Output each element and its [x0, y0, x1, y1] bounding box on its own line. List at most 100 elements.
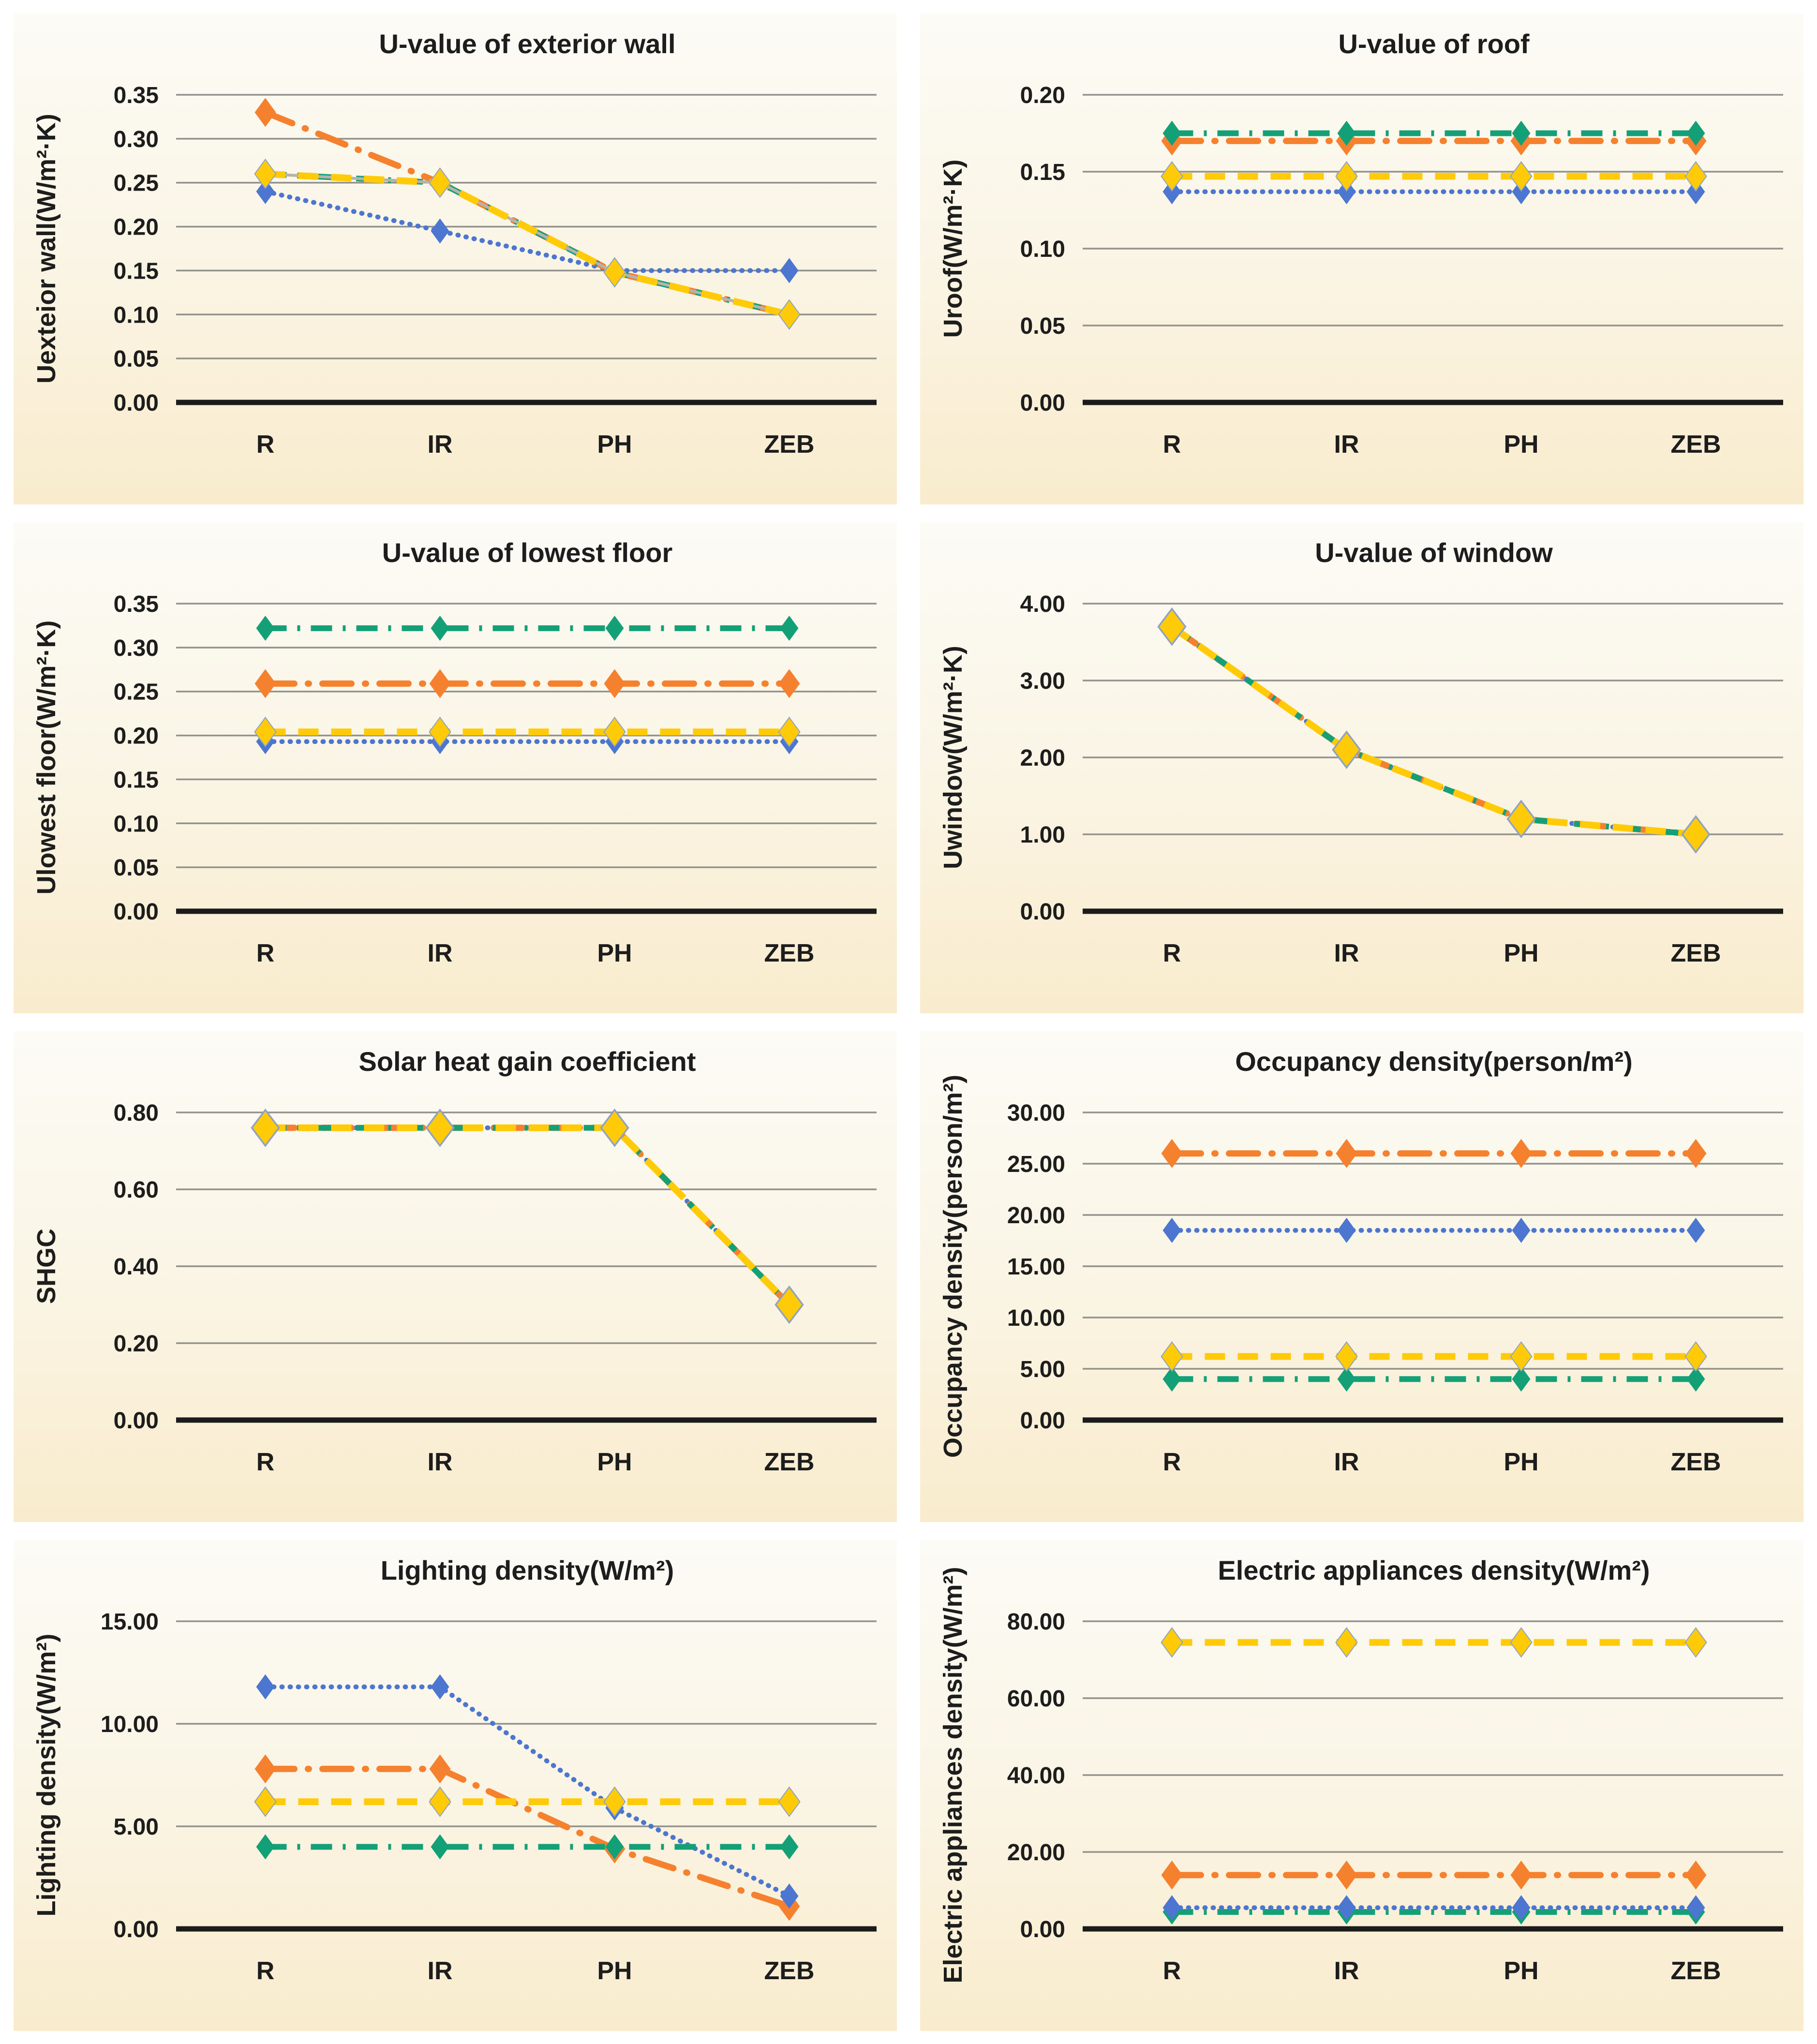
series-marker-yellow [600, 1108, 629, 1147]
chart-panel-occupancy-density: 0.00 5.00 10.00 15.00 20.00 25.00 30.00 Occupan… [920, 1031, 1803, 1522]
series-marker-blue [1686, 1895, 1705, 1921]
chart-canvas: 0.00 5.00 10.00 15.00 Lighting density(W/m²)… [32, 1555, 877, 1985]
series-marker-blue [1337, 179, 1356, 205]
y-tick-label: 40.00 [1007, 1763, 1065, 1789]
series-marker-green [1337, 1366, 1356, 1392]
series-marker-green [1512, 120, 1531, 146]
series-marker-yellow [603, 716, 626, 747]
series-marker-orange [778, 669, 800, 698]
x-category-label: IR [428, 939, 453, 967]
chart-panel-uvalue-window: 0.00 1.00 2.00 3.00 4.00 U-value of window Uwi… [920, 522, 1803, 1013]
series-marker-yellow [1335, 1627, 1358, 1658]
x-category-label: ZEB [1671, 1957, 1721, 1985]
y-tick-label: 0.15 [1020, 160, 1065, 185]
y-tick-label: 15.00 [1007, 1254, 1065, 1280]
y-axis-title: Lighting density(W/m²) [32, 1634, 61, 1917]
x-category-label: IR [1334, 939, 1359, 967]
chart-title: U-value of lowest floor [382, 537, 673, 568]
series-marker-orange [1161, 1139, 1183, 1168]
y-tick-label: 20.00 [1007, 1840, 1065, 1866]
series-line-yellow [265, 1124, 792, 1307]
series-line-orange [1169, 623, 1699, 838]
series-marker-yellow [1335, 161, 1358, 192]
x-category-label: R [256, 939, 275, 967]
series-marker-orange [1510, 1139, 1532, 1168]
y-axis-title: SHGC [32, 1229, 61, 1304]
series-marker-green [1512, 1366, 1531, 1392]
series-marker-green [780, 1834, 799, 1860]
y-tick-label: 0.60 [114, 1177, 159, 1203]
series-marker-yellow [1684, 1341, 1707, 1372]
series-marker-green [1686, 1366, 1705, 1392]
x-category-label: R [1163, 1957, 1181, 1985]
x-category-label: R [256, 1448, 275, 1476]
series-marker-green [256, 1834, 275, 1860]
series-marker-yellow [1684, 161, 1707, 192]
series-marker-yellow [778, 1786, 801, 1817]
y-tick-label: 0.10 [114, 811, 159, 837]
x-category-label: ZEB [764, 430, 815, 459]
y-axis-title: Uroof(W/m²·K) [938, 160, 968, 338]
chart-title: U-value of roof [1338, 29, 1529, 59]
series-marker-yellow [774, 1285, 804, 1324]
series-marker-yellow [429, 167, 451, 198]
x-category-label: PH [597, 1957, 632, 1985]
x-category-label: PH [1504, 1448, 1538, 1476]
y-tick-label: 0.10 [1020, 237, 1065, 262]
x-category-label: R [1163, 939, 1181, 967]
chart-canvas: 0.00 20.00 40.00 60.00 80.00 Electric applian… [938, 1555, 1783, 1985]
x-category-label: ZEB [764, 1448, 815, 1476]
series-marker-orange [254, 669, 276, 698]
series-marker-green [1686, 120, 1705, 146]
series-marker-yellow [1506, 800, 1536, 839]
x-category-label: ZEB [1671, 939, 1721, 967]
x-category-label: ZEB [764, 939, 815, 967]
series-marker-yellow [1335, 1341, 1358, 1372]
y-axis-title: Uwindow(W/m²·K) [938, 646, 968, 869]
series-marker-yellow [603, 1786, 626, 1817]
series-marker-yellow [254, 1786, 277, 1817]
y-tick-label: 0.30 [114, 636, 159, 661]
y-tick-label: 60.00 [1007, 1686, 1065, 1712]
x-category-label: IR [1334, 1448, 1359, 1476]
series-marker-green [256, 615, 275, 641]
series-marker-yellow [425, 1108, 455, 1147]
series-marker-blue [1512, 1217, 1531, 1243]
series-marker-yellow [1161, 1627, 1183, 1658]
y-tick-label: 0.00 [114, 1408, 159, 1434]
series-marker-blue [1512, 1895, 1531, 1921]
series-marker-orange [429, 1754, 451, 1784]
y-tick-label: 1.00 [1020, 822, 1065, 848]
series-marker-green [780, 615, 799, 641]
x-category-label: PH [1504, 1957, 1538, 1985]
y-tick-label: 0.35 [114, 592, 159, 617]
y-tick-label: 0.20 [114, 1331, 159, 1357]
series-marker-yellow [429, 1786, 451, 1817]
y-tick-label: 0.00 [1020, 899, 1065, 925]
y-tick-label: 20.00 [1007, 1203, 1065, 1229]
y-tick-label: 5.00 [1020, 1357, 1065, 1382]
y-tick-label: 0.40 [114, 1254, 159, 1280]
y-tick-label: 0.00 [1020, 390, 1065, 416]
y-tick-label: 10.00 [101, 1712, 159, 1737]
series-marker-orange [254, 1754, 276, 1784]
x-category-label: R [1163, 1448, 1181, 1476]
series-marker-blue [1686, 179, 1705, 205]
chart-canvas: 0.00 5.00 10.00 15.00 20.00 25.00 30.00 Occupan… [938, 1046, 1783, 1476]
x-category-label: PH [1504, 939, 1538, 967]
y-tick-label: 0.05 [114, 346, 159, 372]
x-category-label: IR [1334, 1957, 1359, 1985]
series-marker-yellow [603, 257, 626, 288]
series-marker-orange [1685, 1139, 1707, 1168]
series-marker-orange [254, 98, 276, 127]
series-marker-blue [1337, 1895, 1356, 1921]
series-marker-blue [780, 258, 799, 283]
chart-canvas: 0.00 0.05 0.10 0.15 0.20 0.25 0.30 0.35 U-value … [32, 29, 877, 459]
y-tick-label: 0.20 [1020, 83, 1065, 108]
series-marker-orange [1336, 1139, 1357, 1168]
series-line-yellow [1170, 623, 1697, 838]
x-category-label: R [1163, 430, 1181, 459]
series-marker-blue [1337, 1217, 1356, 1243]
y-tick-label: 0.00 [114, 899, 159, 925]
